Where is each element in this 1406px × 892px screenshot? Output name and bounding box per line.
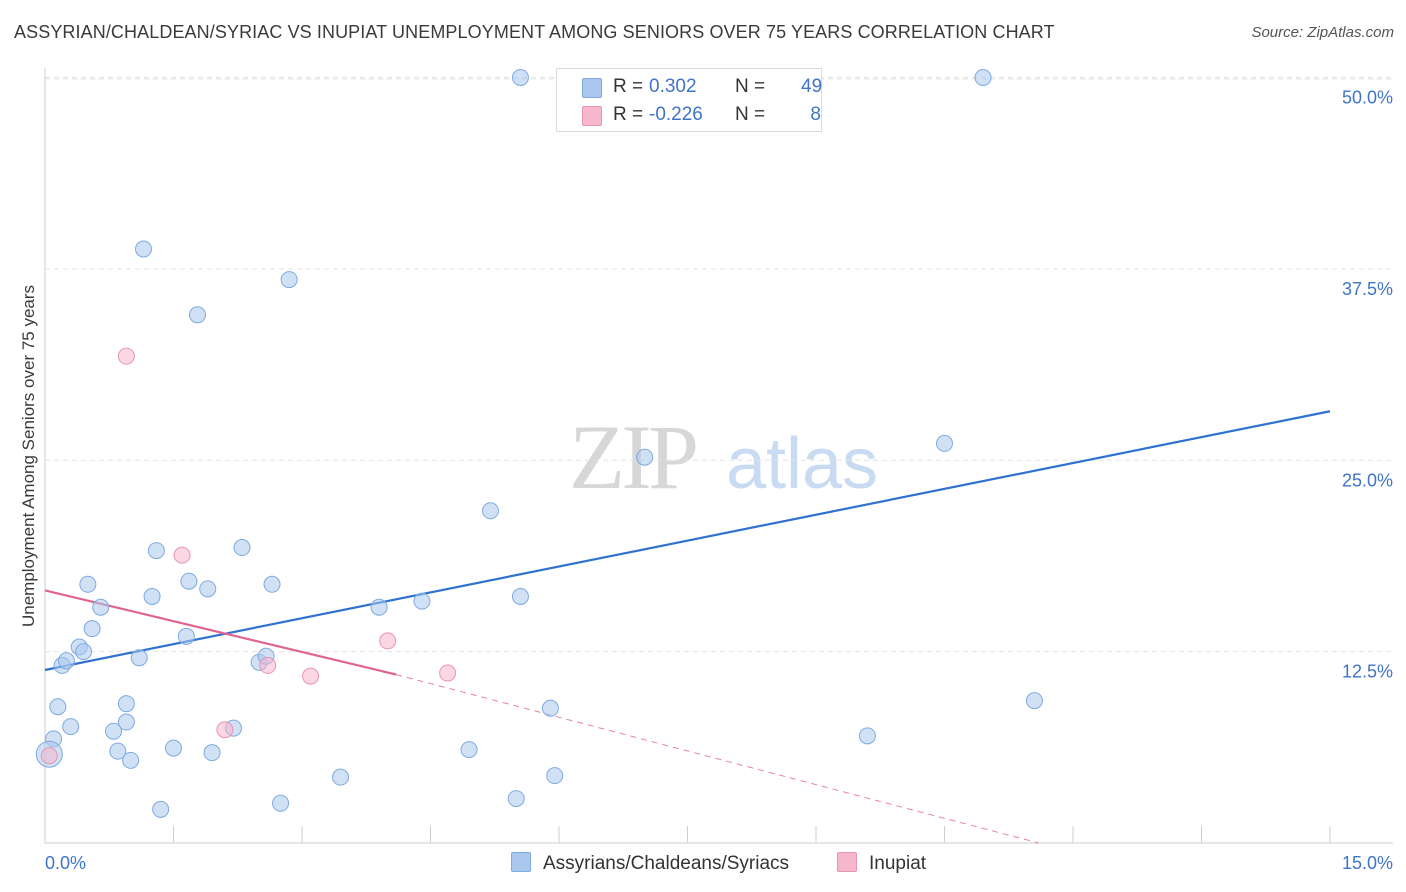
trend-line-inupiat-extension <box>396 674 1039 844</box>
source-label: Source: ZipAtlas.com <box>1251 24 1394 41</box>
point-assyrians <box>147 542 165 560</box>
legend-item-assyrians[interactable]: Assyrians/Chaldeans/Syriacs <box>511 852 789 876</box>
stats-swatch-inupiat <box>582 106 602 126</box>
point-assyrians <box>974 69 992 86</box>
scatter-points <box>35 69 1043 818</box>
n-value: 8 <box>810 104 821 125</box>
point-inupiat <box>439 664 457 682</box>
stats-swatch-assyrians <box>582 78 602 98</box>
chart-title: ASSYRIAN/CHALDEAN/SYRIAC VS INUPIAT UNEM… <box>14 22 1055 42</box>
point-assyrians <box>507 790 525 808</box>
point-assyrians <box>49 698 67 716</box>
point-assyrians <box>180 572 198 590</box>
legend-swatch-inupiat <box>837 852 857 872</box>
x-tick-label: 15.0% <box>1342 853 1393 873</box>
point-assyrians <box>481 502 499 520</box>
watermark-atlas: atlas <box>726 424 878 504</box>
point-assyrians <box>263 575 281 593</box>
point-assyrians <box>233 539 251 557</box>
watermark-zip: ZIP <box>569 406 696 508</box>
point-assyrians <box>370 598 388 616</box>
r-label: R = <box>613 76 644 97</box>
point-assyrians <box>511 69 529 86</box>
point-inupiat <box>173 546 191 564</box>
trend-line-assyrians <box>44 410 1331 672</box>
point-assyrians <box>1025 692 1043 710</box>
point-inupiat <box>259 656 277 674</box>
point-assyrians <box>177 627 195 645</box>
point-assyrians <box>188 306 206 324</box>
n-label: N = <box>735 104 766 125</box>
axes <box>44 68 1393 844</box>
point-assyrians <box>636 448 654 466</box>
n-label: N = <box>735 76 766 97</box>
y-tick-label: 12.5% <box>1342 662 1393 682</box>
point-inupiat <box>216 721 234 739</box>
legend-label-assyrians: Assyrians/Chaldeans/Syriacs <box>543 853 790 874</box>
y-tick-label: 50.0% <box>1342 88 1393 108</box>
point-assyrians <box>546 767 564 785</box>
point-inupiat <box>117 347 135 365</box>
point-assyrians <box>122 751 140 769</box>
y-tick-label: 25.0% <box>1342 470 1393 490</box>
point-assyrians <box>130 649 148 667</box>
r-label: R = <box>613 104 644 125</box>
point-assyrians <box>105 722 123 740</box>
x-tick-label: 0.0% <box>45 853 86 873</box>
point-assyrians <box>541 699 559 717</box>
point-inupiat <box>379 632 397 650</box>
point-assyrians <box>83 620 101 638</box>
legend-label-inupiat: Inupiat <box>869 853 927 874</box>
point-assyrians <box>62 718 80 736</box>
point-inupiat <box>302 667 320 685</box>
point-assyrians <box>332 768 350 786</box>
point-assyrians <box>152 800 170 818</box>
n-value: 49 <box>801 76 823 97</box>
r-value: -0.226 <box>649 104 703 125</box>
point-assyrians <box>117 713 135 731</box>
stats-box: R = 0.302 N = 49 R = -0.226 N = 8 <box>556 68 822 132</box>
y-tick-label: 37.5% <box>1342 279 1393 299</box>
point-assyrians <box>143 588 161 606</box>
legend-swatch-assyrians <box>511 852 531 872</box>
y-axis-title: Unemployment Among Seniors over 75 years <box>19 285 38 627</box>
point-assyrians <box>109 742 127 760</box>
legend-item-inupiat[interactable]: Inupiat <box>837 852 926 876</box>
point-assyrians <box>165 739 182 757</box>
point-assyrians <box>460 741 478 759</box>
point-assyrians <box>280 271 298 289</box>
point-assyrians <box>79 575 97 593</box>
point-assyrians <box>199 580 217 598</box>
point-assyrians <box>413 592 431 610</box>
point-assyrians <box>858 727 876 745</box>
point-assyrians <box>272 794 290 812</box>
point-assyrians <box>203 744 221 762</box>
r-value: 0.302 <box>649 76 697 97</box>
point-assyrians <box>511 588 529 606</box>
tick-labels: 12.5% 25.0% 37.5% 50.0% 0.0% 15.0% <box>45 88 1393 874</box>
watermark: ZIP atlas <box>569 406 878 508</box>
point-assyrians <box>75 643 93 661</box>
point-assyrians <box>117 695 135 713</box>
point-assyrians <box>57 652 75 670</box>
point-assyrians <box>936 434 953 452</box>
grid <box>45 77 1393 653</box>
point-assyrians <box>92 598 110 616</box>
point-inupiat <box>40 747 58 765</box>
point-assyrians <box>135 240 153 258</box>
